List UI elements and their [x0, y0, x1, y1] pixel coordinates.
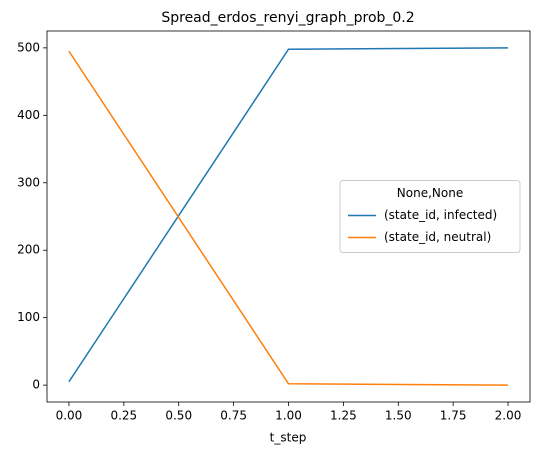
x-tick-label: 0.75 — [220, 409, 247, 423]
series-line — [68, 50, 509, 386]
y-tick-label: 0 — [32, 378, 40, 392]
x-tick-label: 1.50 — [385, 409, 412, 423]
y-tick-label: 100 — [17, 310, 40, 324]
y-tick-label: 300 — [17, 175, 40, 189]
plot-frame — [46, 30, 531, 403]
legend-box — [339, 180, 521, 253]
legend-label: (state_id, neutral) — [384, 230, 491, 244]
legend-label: (state_id, infected) — [384, 208, 497, 222]
y-tick-label: 400 — [17, 108, 40, 122]
y-tick-label: 200 — [17, 243, 40, 257]
x-tick-label: 1.75 — [440, 409, 467, 423]
x-tick-label: 1.00 — [275, 409, 302, 423]
y-tick-label: 500 — [17, 40, 40, 54]
x-tick-label: 0.00 — [56, 409, 83, 423]
x-tick-label: 1.25 — [330, 409, 357, 423]
x-tick-label: 0.50 — [165, 409, 192, 423]
series-line — [68, 47, 509, 383]
legend-title: None,None — [397, 186, 463, 200]
chart-title: Spread_erdos_renyi_graph_prob_0.2 — [161, 10, 414, 26]
x-tick-label: 0.25 — [110, 409, 137, 423]
x-axis-label: t_step — [270, 431, 307, 445]
x-tick-label: 2.00 — [495, 409, 522, 423]
